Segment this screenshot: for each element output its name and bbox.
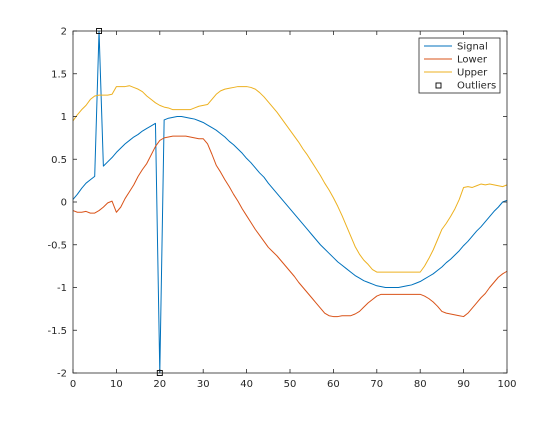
x-tick-label: 0 <box>70 379 76 390</box>
y-tick-label: -2 <box>57 369 67 380</box>
y-tick-label: 1.5 <box>51 69 67 80</box>
x-tick-label: 50 <box>284 379 297 390</box>
plot-area <box>72 30 508 374</box>
legend-label-lower: Lower <box>457 55 488 66</box>
y-tick-label: -1 <box>57 283 67 294</box>
y-tick-label: 0 <box>61 198 67 209</box>
x-tick-label: 90 <box>457 379 470 390</box>
legend-marker-outliers <box>435 82 442 89</box>
x-tick-label: 80 <box>414 379 427 390</box>
x-tick-label: 70 <box>370 379 383 390</box>
y-axis: 2 1.5 1 0.5 0 -0.5 -1 -1.5 -2 <box>47 27 507 380</box>
legend-label-outliers: Outliers <box>457 81 496 92</box>
y-tick-label: -0.5 <box>47 240 67 251</box>
legend-label-signal: Signal <box>457 42 488 53</box>
series-line-lower <box>72 135 508 318</box>
legend-box <box>418 37 501 94</box>
y-tick-label: 1 <box>61 112 67 123</box>
x-tick-label: 10 <box>110 379 123 390</box>
legend: Signal Lower Upper Outliers <box>418 37 501 94</box>
y-tick-label: -1.5 <box>47 326 67 337</box>
y-tick-label: 0.5 <box>51 155 67 166</box>
y-tick-label: 2 <box>61 27 67 38</box>
x-tick-label: 20 <box>153 379 166 390</box>
legend-label-upper: Upper <box>457 68 488 79</box>
series-line-signal <box>72 30 508 374</box>
series-line-upper <box>72 85 508 273</box>
x-tick-label: 40 <box>240 379 253 390</box>
x-tick-label: 100 <box>497 379 516 390</box>
x-tick-label: 30 <box>197 379 210 390</box>
x-axis: 0 10 20 30 40 50 60 70 80 90 100 <box>70 31 517 390</box>
x-tick-label: 60 <box>327 379 340 390</box>
